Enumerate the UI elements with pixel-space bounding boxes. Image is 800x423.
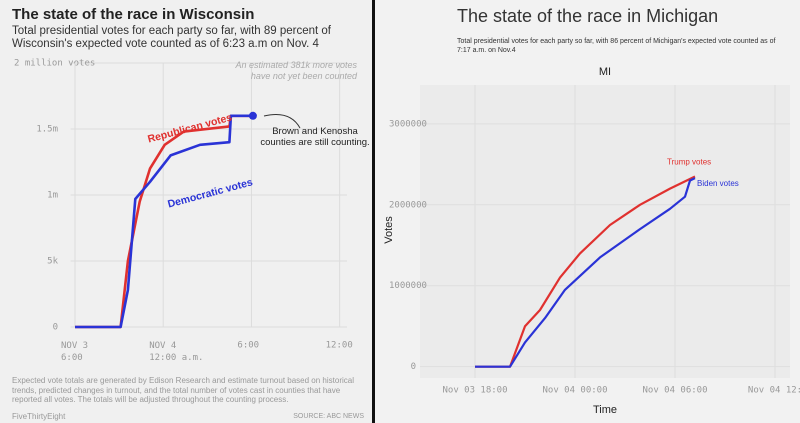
credit: FiveThirtyEight <box>12 412 66 421</box>
series-label: Democratic votes <box>166 176 254 210</box>
y-tick-label: 1.5m <box>36 125 58 135</box>
plot-area <box>420 85 790 378</box>
x-tick-label: Nov 04 06:00 <box>642 386 707 396</box>
series-line <box>75 114 253 329</box>
x-tick-label: NOV 3 6:00 <box>61 341 88 363</box>
y-tick-label: 1000000 <box>389 281 427 291</box>
y-tick-label: 0 <box>411 362 416 372</box>
x-tick-label: Nov 03 18:00 <box>442 386 507 396</box>
series-line <box>75 114 253 329</box>
subtitle: Total presidential votes for each party … <box>457 38 776 54</box>
series-line <box>475 177 696 368</box>
x-tick-label: NOV 4 12:00 a.m. <box>149 341 203 363</box>
chart-title: The state of the race in Michigan <box>457 6 719 26</box>
x-axis-label: Time <box>593 404 617 416</box>
chart: 0 5k 1m 1.5m 2 million votes NOV 3 6:00 NOV 4 12… <box>14 59 353 363</box>
y-tick-label: 2000000 <box>389 200 427 210</box>
y-tick-label: 3000000 <box>389 119 427 129</box>
series-line <box>475 175 696 368</box>
x-tick-label: Nov 04 12: <box>748 386 800 396</box>
chart: 0 1000000 2000000 3000000 Nov 03 18:00 Nov 04… <box>383 66 800 416</box>
y-tick-label: 1m <box>47 191 58 201</box>
wisconsin-panel: 0 5k 1m 1.5m 2 million votes NOV 3 6:00 NOV 4 12… <box>0 0 372 423</box>
series-label: Biden votes <box>697 179 739 188</box>
y-tick-label: 5k <box>47 257 58 267</box>
annotation-arrow <box>263 114 301 129</box>
y-tick-label: 2 million votes <box>14 59 95 69</box>
plot-title: MI <box>599 66 611 78</box>
y-axis-label: Votes <box>383 216 395 244</box>
end-dot <box>248 111 257 120</box>
michigan-panel: 0 1000000 2000000 3000000 Nov 03 18:00 Nov 04… <box>375 0 800 423</box>
annotation: Brown and Kenosha counties are still cou… <box>260 126 370 148</box>
x-tick-label: 12:00 <box>326 341 353 351</box>
chart-title: The state of the race in Wisconsin <box>12 6 255 23</box>
subtitle: Total presidential votes for each party … <box>12 25 331 50</box>
source: SOURCE: ABC NEWS <box>293 413 364 420</box>
y-tick-label: 0 <box>53 323 58 333</box>
x-tick-label: 6:00 <box>237 341 259 351</box>
x-tick-label: Nov 04 00:00 <box>542 386 607 396</box>
divider <box>372 0 375 423</box>
series-label: Trump votes <box>667 158 711 167</box>
footnote: Expected vote totals are generated by Ed… <box>12 376 354 404</box>
annotation: An estimated 381k more votes have not ye… <box>235 60 357 81</box>
